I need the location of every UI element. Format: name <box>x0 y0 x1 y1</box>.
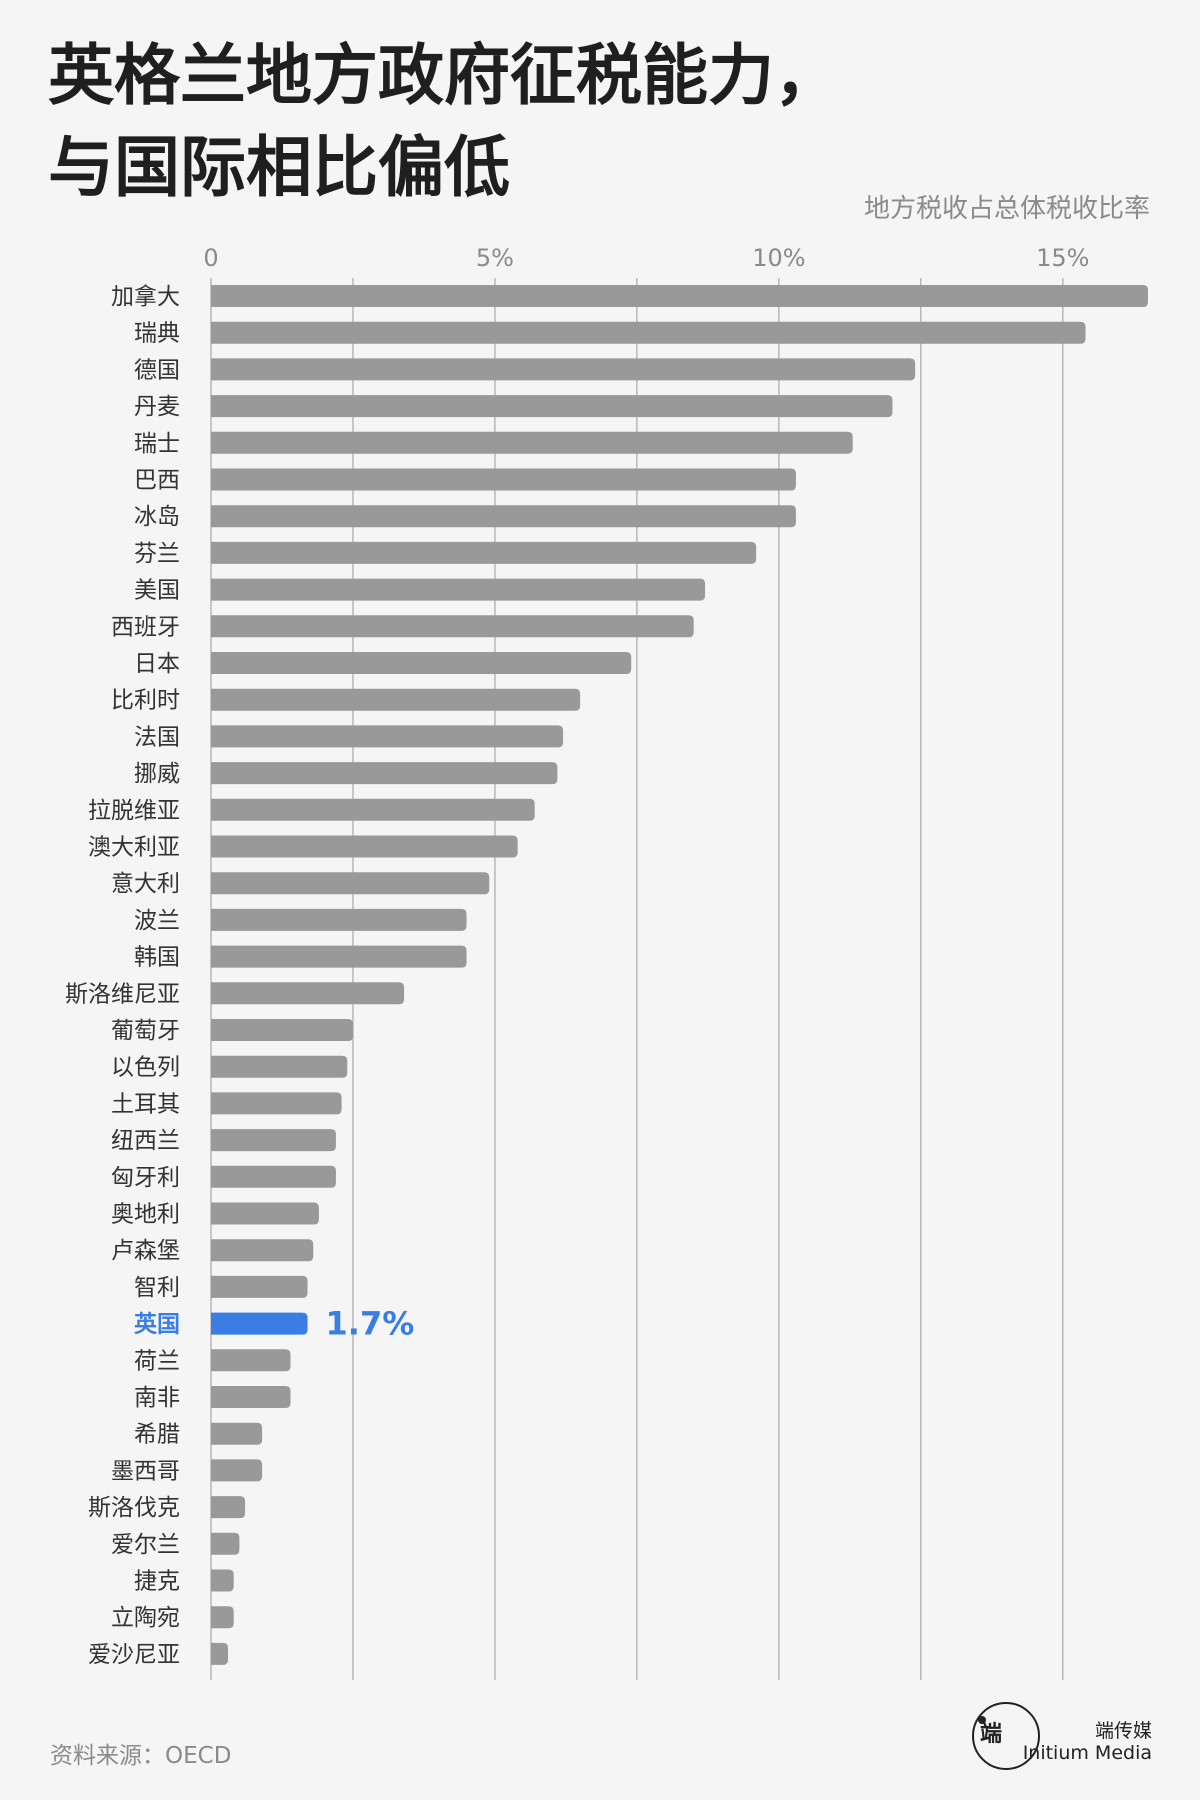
bar <box>211 578 706 601</box>
bar <box>211 872 490 895</box>
category-label: 立陶宛 <box>111 1605 180 1631</box>
category-label: 匈牙利 <box>111 1165 180 1191</box>
category-label: 捷克 <box>134 1569 180 1595</box>
bar <box>211 835 518 858</box>
bar <box>211 1275 308 1298</box>
category-label: 土耳其 <box>111 1091 180 1117</box>
bar <box>211 1386 291 1408</box>
category-label: 意大利 <box>111 871 180 897</box>
chart-title: 英格兰地方政府征税能力， 与国际相比偏低 <box>48 30 840 214</box>
x-tick-label: 15% <box>1036 244 1089 272</box>
x-tick-label: 5% <box>476 244 514 272</box>
bar <box>211 1459 263 1482</box>
category-label: 德国 <box>134 357 180 383</box>
bar <box>211 395 893 418</box>
category-label: 芬兰 <box>134 541 180 567</box>
category-label: 希腊 <box>134 1422 180 1448</box>
category-label: 爱沙尼亚 <box>88 1642 180 1668</box>
bar <box>211 798 535 821</box>
logo-glyph: 端 <box>980 1722 1002 1747</box>
category-label: 葡萄牙 <box>111 1018 180 1044</box>
initium-logo-icon: 端 <box>972 1702 1040 1770</box>
bar <box>211 945 467 968</box>
bar <box>211 1569 234 1592</box>
category-label: 拉脱维亚 <box>88 798 180 824</box>
bar <box>211 725 564 748</box>
category-label: 冰岛 <box>134 504 180 530</box>
category-label: 斯洛伐克 <box>88 1495 180 1521</box>
bar <box>211 982 405 1005</box>
category-label: 奥地利 <box>111 1202 180 1228</box>
category-label: 斯洛维尼亚 <box>65 981 180 1007</box>
category-label: 巴西 <box>134 468 180 494</box>
bar <box>211 541 757 564</box>
bar <box>211 321 1086 344</box>
bar <box>211 1532 240 1555</box>
bar <box>211 505 796 528</box>
source-note: 资料来源：OECD <box>50 1743 232 1769</box>
category-label: 纽西兰 <box>111 1128 180 1154</box>
bar <box>211 1239 314 1262</box>
category-label: 法国 <box>134 724 180 750</box>
category-label: 波兰 <box>134 908 180 934</box>
bar <box>211 1642 229 1665</box>
bar <box>211 1129 336 1152</box>
category-label: 美国 <box>134 578 180 604</box>
category-label: 以色列 <box>111 1055 180 1081</box>
category-label: 韩国 <box>134 945 180 971</box>
bar <box>211 1055 348 1078</box>
bar <box>211 615 694 638</box>
brand-name-cn: 端传媒 <box>1094 1720 1152 1742</box>
bar <box>211 762 558 785</box>
bar <box>211 1606 234 1629</box>
category-label: 加拿大 <box>111 283 180 310</box>
x-tick-label: 0 <box>203 244 218 272</box>
category-label: 墨西哥 <box>111 1458 180 1484</box>
category-label: 英国 <box>134 1311 180 1338</box>
category-label: 南非 <box>134 1385 180 1411</box>
bar <box>211 285 1148 307</box>
category-label: 西班牙 <box>111 614 180 640</box>
chart-title-line-1: 英格兰地方政府征税能力， <box>48 37 840 114</box>
bar <box>211 1165 336 1188</box>
bar <box>211 1496 246 1519</box>
x-tick-label: 10% <box>752 244 805 272</box>
chart-title-line-2: 与国际相比偏低 <box>48 129 510 206</box>
bar <box>211 1092 342 1115</box>
category-label: 比利时 <box>111 688 180 714</box>
category-label: 日本 <box>134 651 180 677</box>
category-label: 爱尔兰 <box>111 1532 180 1558</box>
category-label: 瑞士 <box>134 431 180 457</box>
brand-block: 端 端传媒 Initium Media <box>952 1696 1152 1776</box>
category-label: 瑞典 <box>134 321 180 347</box>
bar <box>211 1202 319 1225</box>
category-label: 挪威 <box>134 761 180 787</box>
bar <box>211 431 853 454</box>
category-label: 澳大利亚 <box>88 835 180 861</box>
brand-name-en: Initium Media <box>1022 1742 1152 1764</box>
bar <box>211 1312 308 1335</box>
category-label: 智利 <box>134 1275 180 1301</box>
category-label: 荷兰 <box>134 1348 180 1374</box>
bar <box>211 688 581 711</box>
bar <box>211 1422 263 1445</box>
logo-dot <box>978 1716 986 1724</box>
category-label: 卢森堡 <box>111 1238 180 1264</box>
bar <box>211 358 916 381</box>
bar <box>211 468 796 491</box>
bar <box>211 652 632 674</box>
bar <box>211 1019 353 1041</box>
bar <box>211 1349 291 1372</box>
bar-chart: 0 5% 10% 15% 加拿大瑞典德国丹麦瑞士巴西冰岛芬兰美国西班牙日本比利时法国挪威… <box>65 244 1148 1680</box>
chart-subtitle: 地方税收占总体税收比率 <box>863 194 1150 224</box>
bar <box>211 908 467 931</box>
category-label: 丹麦 <box>134 394 180 420</box>
highlight-data-label: 1.7% <box>326 1305 415 1343</box>
